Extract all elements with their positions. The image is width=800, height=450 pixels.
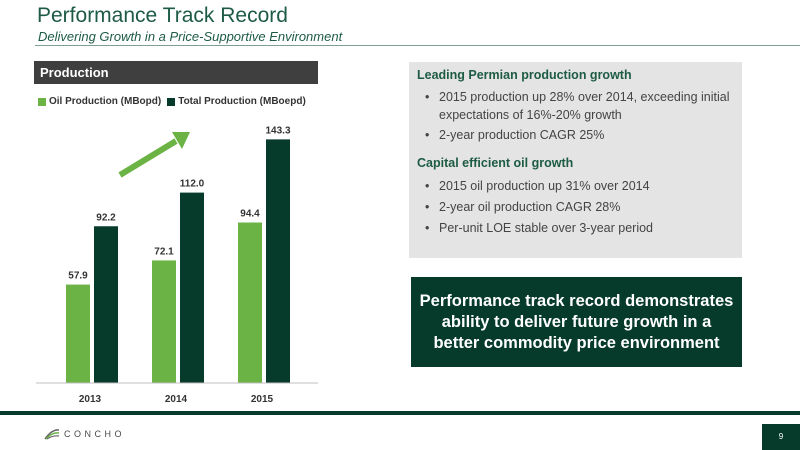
data-label-oil-2013: 57.9 [68, 271, 88, 282]
x-tick-label-2015: 2015 [251, 394, 274, 405]
bullet-marker: • [425, 221, 430, 235]
info-bullet: • Per-unit LOE stable over 3-year period [425, 219, 744, 237]
info-bullet: • 2-year oil production CAGR 28% [425, 198, 744, 216]
bullet-text: 2-year production CAGR 25% [439, 128, 605, 142]
bullet-text: 2-year oil production CAGR 28% [439, 200, 621, 214]
info-panel: Leading Permian production growth • 2015… [409, 62, 742, 258]
legend-item-oil: Oil Production (MBopd) [38, 96, 161, 107]
data-label-total-2015: 143.3 [265, 125, 290, 136]
info-heading-oil: Capital efficient oil growth [417, 156, 574, 170]
production-bar-chart: 57.9 92.2 2013 72.1 112.0 2014 94.4 143.3 2015 [36, 125, 318, 405]
legend-swatch-oil [38, 97, 46, 106]
callout-text: Performance track record demonstrates ab… [419, 291, 734, 352]
page-title: Performance Track Record [37, 4, 288, 27]
bullet-text: Per-unit LOE stable over 3-year period [439, 221, 653, 235]
logo-wordmark: CONCHO [64, 429, 125, 439]
page-subtitle: Delivering Growth in a Price-Supportive … [38, 29, 343, 44]
data-label-total-2013: 92.2 [96, 212, 116, 223]
bar-oil-2014 [152, 260, 176, 383]
page-number: 9 [762, 424, 800, 450]
bar-total-2013 [94, 226, 118, 383]
data-label-oil-2014: 72.1 [154, 246, 174, 257]
legend-item-total: Total Production (MBoepd) [167, 96, 306, 107]
info-bullet: • 2015 oil production up 31% over 2014 [425, 177, 744, 195]
company-logo: CONCHO [44, 427, 125, 441]
bar-total-2015 [266, 139, 290, 383]
bullet-marker: • [425, 90, 430, 104]
bullet-marker: • [425, 200, 430, 214]
bar-oil-2015 [238, 222, 262, 383]
bullet-marker: • [425, 128, 430, 142]
bullet-text: 2015 oil production up 31% over 2014 [439, 179, 650, 193]
x-tick-label-2013: 2013 [79, 394, 102, 405]
growth-arrow-shaft [118, 138, 178, 178]
callout-box: Performance track record demonstrates ab… [411, 277, 742, 367]
bullet-marker: • [425, 179, 430, 193]
bar-oil-2013 [66, 284, 90, 383]
legend-swatch-total [167, 97, 176, 106]
logo-icon [44, 429, 60, 440]
data-label-total-2014: 112.0 [180, 179, 205, 190]
bullet-text: 2015 production up 28% over 2014, exceed… [439, 90, 730, 122]
info-bullet: • 2015 production up 28% over 2014, exce… [425, 88, 744, 124]
legend-label-total: Total Production (MBoepd) [178, 96, 306, 107]
title-divider [35, 45, 800, 46]
footer-divider [0, 411, 800, 415]
data-label-oil-2015: 94.4 [240, 209, 260, 220]
x-tick-label-2014: 2014 [165, 394, 188, 405]
info-bullet: • 2-year production CAGR 25% [425, 126, 744, 144]
production-section-header: Production [34, 61, 318, 84]
legend-label-oil: Oil Production (MBopd) [49, 96, 162, 107]
growth-arrow-head [172, 132, 190, 149]
info-heading-production: Leading Permian production growth [417, 68, 632, 82]
bar-total-2014 [180, 192, 204, 383]
chart-legend: Oil Production (MBopd) Total Production … [38, 96, 312, 107]
